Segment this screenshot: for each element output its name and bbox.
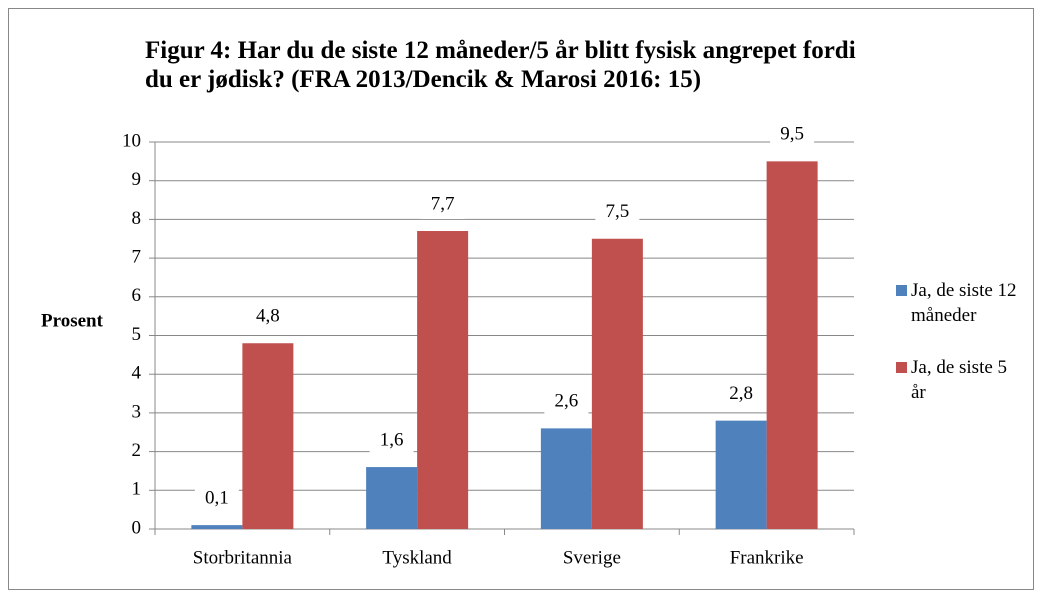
x-tick-label: Storbritannia [193, 547, 293, 568]
legend-swatch [896, 362, 907, 373]
legend-item: Ja, de siste 12 måneder [896, 278, 1026, 328]
legend-label: Ja, de siste 5 år [911, 357, 1008, 403]
data-label-bg [245, 303, 290, 332]
y-tick-label: 7 [132, 246, 142, 267]
data-label: 1,6 [380, 429, 404, 450]
bar [366, 467, 418, 529]
y-tick-label: 2 [132, 440, 142, 461]
chart-title: Figur 4: Har du de siste 12 måneder/5 år… [145, 37, 856, 93]
y-axis-label: Prosent [41, 310, 104, 331]
y-tick-label: 10 [122, 130, 141, 151]
data-label-bg [369, 427, 414, 456]
data-label-bg [420, 191, 465, 220]
x-tick-label: Tyskland [382, 547, 452, 568]
x-tick-label: Frankrike [730, 547, 804, 568]
data-label-bg [719, 380, 764, 409]
legend-label: Ja, de siste 12 måneder [911, 280, 1017, 326]
data-label: 4,8 [256, 306, 280, 327]
data-label-bg [770, 121, 815, 150]
y-tick-label: 3 [132, 401, 142, 422]
bar [715, 420, 767, 529]
data-label-bg [544, 388, 589, 417]
data-label: 2,6 [555, 391, 579, 412]
x-tick-label: Sverige [563, 547, 621, 568]
y-tick-label: 6 [132, 285, 142, 306]
data-label: 7,5 [606, 201, 630, 222]
bar [540, 428, 592, 529]
bar [766, 161, 818, 529]
chart-frame [8, 8, 1034, 590]
legend-item: Ja, de siste 5 år [896, 355, 1026, 405]
y-tick-label: 5 [132, 324, 142, 345]
data-label: 7,7 [431, 193, 455, 214]
bar [591, 238, 643, 529]
legend-swatch [896, 285, 907, 296]
y-tick-label: 8 [132, 208, 142, 229]
bar [242, 343, 294, 529]
data-label: 2,8 [729, 383, 753, 404]
data-label: 0,1 [205, 487, 229, 508]
data-label: 9,5 [780, 124, 804, 145]
y-tick-label: 4 [132, 363, 142, 384]
bar [191, 525, 243, 529]
y-tick-label: 1 [132, 479, 142, 500]
bar [417, 231, 469, 529]
y-tick-label: 9 [132, 169, 142, 190]
data-label-bg [595, 198, 640, 227]
y-tick-label: 0 [132, 517, 142, 538]
data-label-bg [194, 485, 239, 514]
